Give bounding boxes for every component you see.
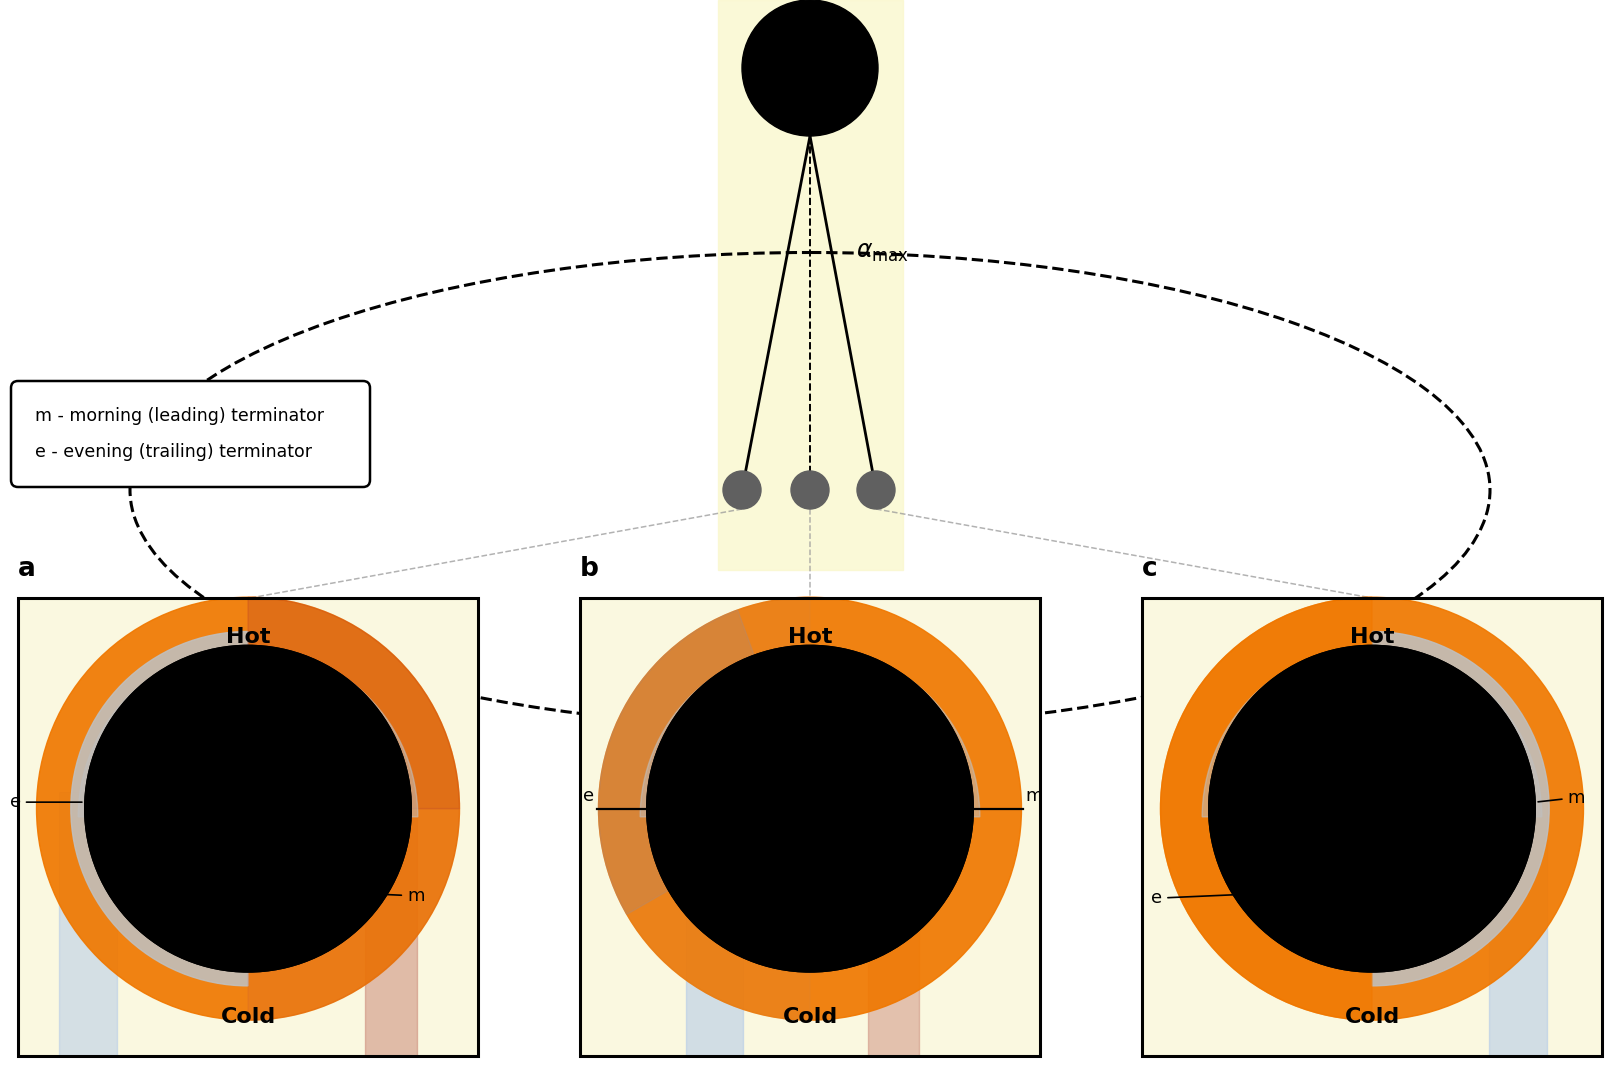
Bar	[1489, 792, 1547, 1056]
Wedge shape	[78, 648, 418, 817]
Text: $\alpha_{\mathrm{max}}$: $\alpha_{\mathrm{max}}$	[855, 240, 909, 264]
Bar	[685, 792, 744, 1056]
Circle shape	[646, 645, 974, 972]
Wedge shape	[598, 610, 810, 915]
Circle shape	[791, 471, 829, 509]
Bar	[364, 792, 416, 1056]
Text: e: e	[10, 793, 83, 812]
Bar	[1142, 599, 1602, 1056]
Text: Cold: Cold	[1345, 1007, 1400, 1027]
Circle shape	[742, 0, 878, 136]
Bar	[60, 792, 117, 1056]
Circle shape	[598, 597, 1022, 1020]
Circle shape	[1209, 645, 1536, 972]
Text: Hot: Hot	[225, 627, 271, 646]
Circle shape	[1209, 645, 1536, 972]
Circle shape	[84, 645, 411, 972]
Bar	[718, 0, 902, 570]
Bar	[580, 599, 1040, 1056]
Text: a: a	[18, 556, 36, 581]
Circle shape	[857, 471, 894, 509]
Circle shape	[646, 645, 974, 972]
Text: Hot: Hot	[787, 627, 833, 646]
Wedge shape	[248, 808, 460, 1020]
Circle shape	[84, 645, 411, 972]
Text: e: e	[583, 787, 595, 805]
Wedge shape	[598, 597, 810, 1020]
Text: e: e	[1152, 889, 1259, 907]
Bar	[18, 599, 478, 1056]
Bar	[18, 599, 478, 1056]
Text: e - evening (trailing) terminator: e - evening (trailing) terminator	[36, 443, 313, 461]
Bar	[867, 792, 919, 1056]
FancyBboxPatch shape	[11, 381, 369, 487]
Text: m - morning (leading) terminator: m - morning (leading) terminator	[36, 407, 324, 425]
Bar	[1142, 599, 1602, 1056]
Text: Cold: Cold	[220, 1007, 275, 1027]
Circle shape	[1160, 597, 1583, 1020]
Text: m: m	[368, 887, 424, 905]
Text: m: m	[1025, 787, 1043, 805]
Wedge shape	[1372, 632, 1549, 986]
Text: c: c	[1142, 556, 1158, 581]
Text: Cold: Cold	[782, 1007, 838, 1027]
Text: m: m	[1537, 788, 1584, 806]
Circle shape	[723, 471, 761, 509]
Wedge shape	[1160, 597, 1372, 1020]
Bar	[580, 599, 1040, 1056]
Text: b: b	[580, 556, 599, 581]
Wedge shape	[1202, 648, 1542, 817]
Wedge shape	[248, 597, 460, 808]
Wedge shape	[640, 648, 980, 817]
Wedge shape	[71, 632, 248, 986]
Text: Hot: Hot	[1349, 627, 1395, 646]
Circle shape	[37, 597, 460, 1020]
